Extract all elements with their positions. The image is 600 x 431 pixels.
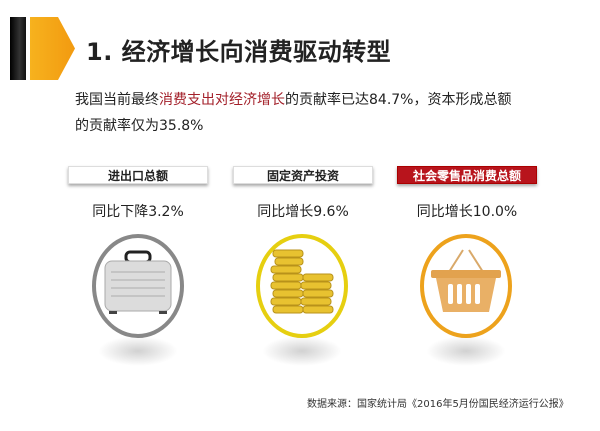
card-stat-import-export: 同比下降3.2% <box>92 204 184 220</box>
title-arrow-icon <box>30 17 75 80</box>
icon-shadow <box>262 336 342 366</box>
coins-icon <box>256 234 348 338</box>
paragraph-line-1: 我国当前最终消费支出对经济增长的贡献率已达84.7%，资本形成总额 <box>75 89 511 109</box>
card-stat-fixed-investment: 同比增长9.6% <box>257 204 349 220</box>
highlighted-text: 消费支出对经济增长 <box>159 92 285 108</box>
icon-shadow <box>426 336 506 366</box>
card-label-retail-sales: 社会零售品消费总额 <box>397 166 537 184</box>
paragraph-line-2: 的贡献率仅为35.8% <box>75 118 204 134</box>
basket-icon <box>420 234 512 338</box>
icon-shadow <box>98 336 178 366</box>
text: 我国当前最终 <box>75 92 159 108</box>
text: 的贡献率已达84.7%，资本形成总额 <box>285 92 512 108</box>
title-decoration-bar <box>10 17 26 80</box>
card-label-import-export: 进出口总额 <box>68 166 208 184</box>
card-stat-retail-sales: 同比增长10.0% <box>416 204 518 220</box>
briefcase-icon <box>92 234 184 338</box>
card-label-fixed-investment: 固定资产投资 <box>233 166 373 184</box>
data-source-footer: 数据来源：国家统计局《2016年5月份国民经济运行公报》 <box>307 399 569 410</box>
page-title: 1. 经济增长向消费驱动转型 <box>86 38 392 66</box>
